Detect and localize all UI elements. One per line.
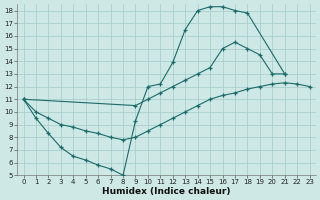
X-axis label: Humidex (Indice chaleur): Humidex (Indice chaleur)	[102, 187, 231, 196]
